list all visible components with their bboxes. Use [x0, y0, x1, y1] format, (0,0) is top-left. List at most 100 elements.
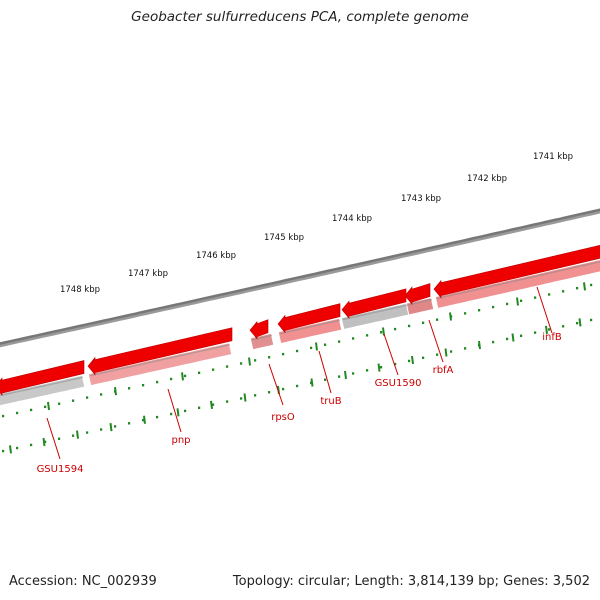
gene-shadow-segment [278, 318, 342, 343]
gene-shadow-edge [89, 343, 231, 377]
gene-label: GSU1594 [37, 464, 84, 475]
scale-dot [2, 449, 5, 453]
gene-leader-line [268, 363, 284, 406]
genome-title: Geobacter sulfurreducens PCA, complete g… [131, 9, 469, 25]
scale-dot [184, 409, 187, 413]
gene-shadow-edge [279, 319, 341, 335]
lower-scale-dot [590, 283, 593, 287]
gene-label: pnp [171, 435, 190, 446]
lower-scale-dot [352, 337, 355, 340]
scale-dot [534, 331, 537, 334]
scale-major-tick [310, 378, 314, 387]
scale-major-tick [210, 400, 213, 410]
lower-scale-dot [380, 331, 383, 334]
gene-arrow [277, 303, 341, 334]
accession-label: Accession: NC_002939 [9, 574, 157, 589]
scale-major-tick [344, 370, 347, 380]
lower-scale-dot [422, 321, 425, 325]
scale-dot [548, 328, 551, 331]
lower-scale-tick [114, 387, 117, 396]
lower-scale-tick [315, 342, 318, 351]
scale-label: 1744 kbp [332, 214, 372, 224]
lower-scale-dot [576, 286, 579, 290]
scale-major-tick [243, 393, 247, 402]
gene-arrow [433, 244, 600, 299]
scale-dot [100, 428, 103, 431]
scale-dot [16, 446, 19, 450]
scale-dot [422, 356, 425, 360]
scale-dot [114, 425, 117, 428]
lower-scale-dot [506, 302, 509, 306]
gene-shadow-segment [88, 343, 232, 386]
scale-major-tick [545, 325, 548, 335]
lower-scale-dot [268, 356, 271, 359]
lower-scale-tick [47, 401, 50, 411]
scale-dot [492, 340, 495, 344]
scale-dot [520, 334, 523, 337]
scale-major-tick [444, 348, 448, 357]
lower-scale-dot [170, 377, 173, 381]
gene-label: rbfA [433, 365, 454, 376]
scale-major-tick [478, 340, 481, 350]
gene-label: rpsO [271, 412, 295, 423]
lower-scale-dot [520, 299, 523, 302]
gene-label: infB [542, 332, 562, 343]
lower-scale-dot [310, 346, 313, 350]
scale-dot [282, 387, 285, 391]
genome-backbone-shadow [0, 209, 600, 348]
lower-scale-dot [366, 334, 369, 337]
scale-dot [128, 422, 131, 425]
scale-dot [268, 391, 271, 394]
lower-scale-dot [534, 296, 537, 299]
scale-dot [562, 325, 565, 328]
scale-dot [408, 359, 411, 363]
lower-scale-dot [436, 318, 439, 321]
gene-shadow-segment [341, 303, 409, 329]
lower-scale-dot [254, 359, 257, 362]
gene-shadow-edge [251, 334, 273, 341]
gene-arrow [249, 319, 269, 340]
gene-leader-line [318, 350, 332, 394]
scale-dot [254, 394, 257, 397]
scale-major-tick [411, 355, 414, 365]
scale-dot [324, 378, 327, 381]
lower-scale-dot [128, 387, 131, 390]
scale-dot [338, 375, 341, 378]
scale-dot [58, 437, 61, 440]
scale-label: 1743 kbp [401, 194, 441, 204]
scale-dot [296, 384, 299, 388]
lower-scale-dot [548, 293, 551, 296]
lower-scale-tick [181, 372, 184, 381]
scale-label: 1748 kbp [60, 285, 100, 295]
lower-scale-dot [2, 414, 5, 418]
lower-scale-dot [338, 340, 341, 343]
scale-dot [576, 321, 579, 325]
lower-scale-dot [492, 305, 495, 309]
lower-scale-dot [324, 343, 327, 346]
gene-shadow-edge [342, 304, 408, 321]
gene-arrow [87, 327, 233, 376]
scale-dot [450, 350, 453, 353]
lower-scale-dot [72, 399, 75, 402]
gene-shadow-segment [250, 333, 274, 350]
gene-shadow-segment [406, 298, 434, 315]
scale-major-tick [76, 430, 79, 439]
scale-label: 1747 kbp [128, 269, 168, 279]
scale-dot [366, 369, 369, 372]
gene-arrow [404, 283, 431, 305]
scale-dot [380, 366, 383, 369]
gene-leader-line [46, 417, 61, 460]
scale-dot [170, 412, 173, 416]
lower-scale-dot [100, 393, 103, 396]
lower-scale-dot [226, 365, 229, 368]
scale-major-tick [377, 363, 381, 372]
scale-dot [506, 337, 509, 341]
scale-label: 1745 kbp [264, 233, 304, 243]
lower-scale-dot [240, 362, 243, 365]
scale-dot [212, 403, 215, 406]
lower-scale-tick [248, 357, 251, 366]
scale-dot [198, 406, 201, 409]
scale-label: 1746 kbp [196, 251, 236, 261]
scale-dot [352, 372, 355, 375]
